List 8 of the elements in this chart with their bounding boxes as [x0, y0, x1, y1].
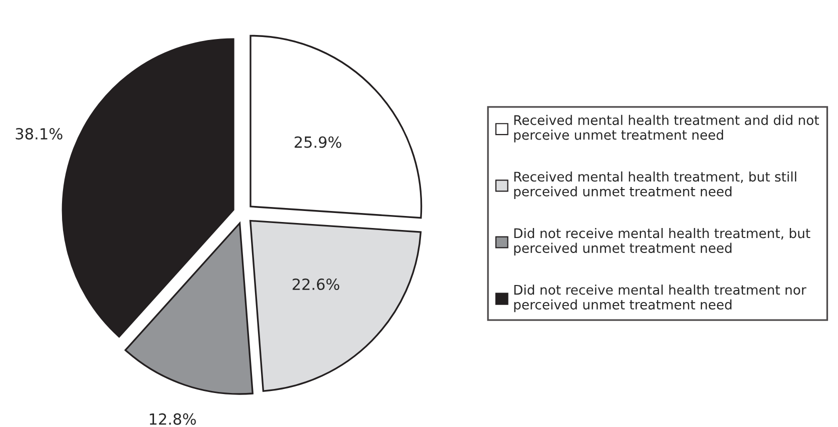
legend-label: Received mental health treatment and did not perceive unmet treatment need — [514, 114, 819, 142]
legend-label: Received mental health treatment, but still perceived unmet treatment need — [514, 171, 796, 199]
legend-label: Did not receive mental health treatment, but perceived unmet treatment need — [514, 228, 810, 256]
data-label: 38.1% — [16, 128, 62, 140]
data-label: 22.6% — [292, 278, 340, 290]
data-label: 12.8% — [150, 413, 196, 425]
data-label: 25.9% — [294, 136, 342, 148]
legend-label: Did not receive mental health treatment nor perceived unmet treatment need — [514, 284, 806, 312]
